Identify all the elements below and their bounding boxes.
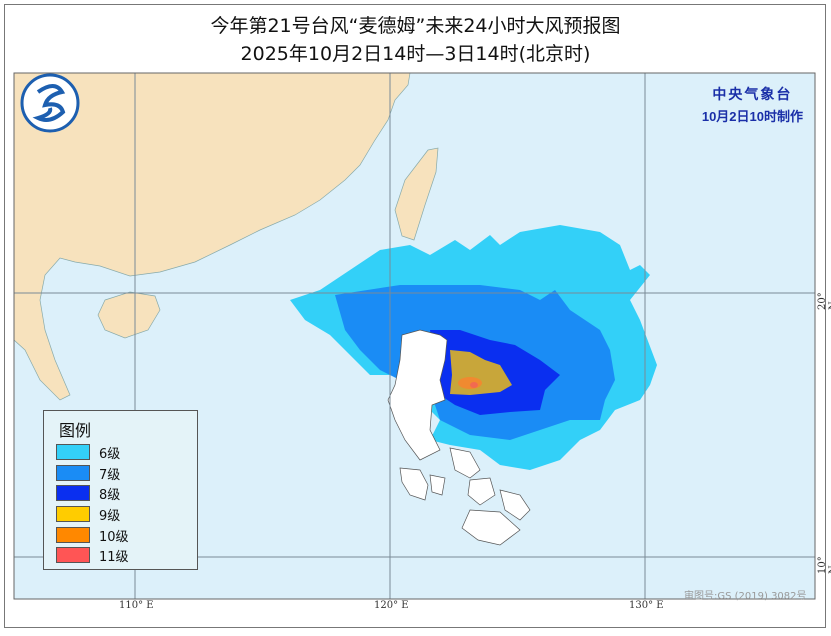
legend: 图例 6级 7级 8级 9级 10级 11级 <box>43 410 198 570</box>
wind-zones <box>290 225 657 470</box>
lon-tick: 120° E <box>374 600 409 611</box>
lat-tick: 10° N <box>817 556 831 574</box>
taiwan-island <box>394 147 439 241</box>
legend-label: 11级 <box>99 550 129 565</box>
legend-swatch <box>56 485 90 501</box>
lon-tick: 110° E <box>119 600 154 611</box>
agency-name: 中央气象台 <box>712 86 793 102</box>
map-subtitle: 2025年10月2日14时—3日14时(北京时) <box>240 43 591 65</box>
map-approval-number: 审图号:GS (2019) 3082号 <box>684 591 807 602</box>
philippines-land <box>387 329 531 546</box>
cma-logo <box>20 73 80 133</box>
issue-time: 10月2日10时制作 <box>701 109 803 124</box>
legend-swatch <box>56 444 90 460</box>
map-title: 今年第21号台风“麦德姆”未来24小时大风预报图 <box>210 15 621 37</box>
legend-swatch <box>56 547 90 563</box>
lon-tick: 130° E <box>629 600 664 611</box>
legend-label: 6级 <box>99 447 121 462</box>
legend-title: 图例 <box>59 421 92 440</box>
legend-label: 10级 <box>99 530 129 545</box>
legend-label: 8级 <box>99 488 121 503</box>
wind-zone-10 <box>458 377 482 389</box>
lat-tick: 20° N <box>817 292 831 310</box>
wind-zone-11 <box>470 382 478 388</box>
legend-swatch <box>56 527 90 543</box>
legend-swatch <box>56 465 90 481</box>
outer-frame <box>4 4 826 628</box>
legend-label: 9级 <box>99 509 121 524</box>
legend-swatch <box>56 506 90 522</box>
legend-label: 7级 <box>99 468 121 483</box>
china-mainland <box>14 73 411 401</box>
agency-stamp: 中央气象台 10月2日10时制作 <box>702 84 803 125</box>
